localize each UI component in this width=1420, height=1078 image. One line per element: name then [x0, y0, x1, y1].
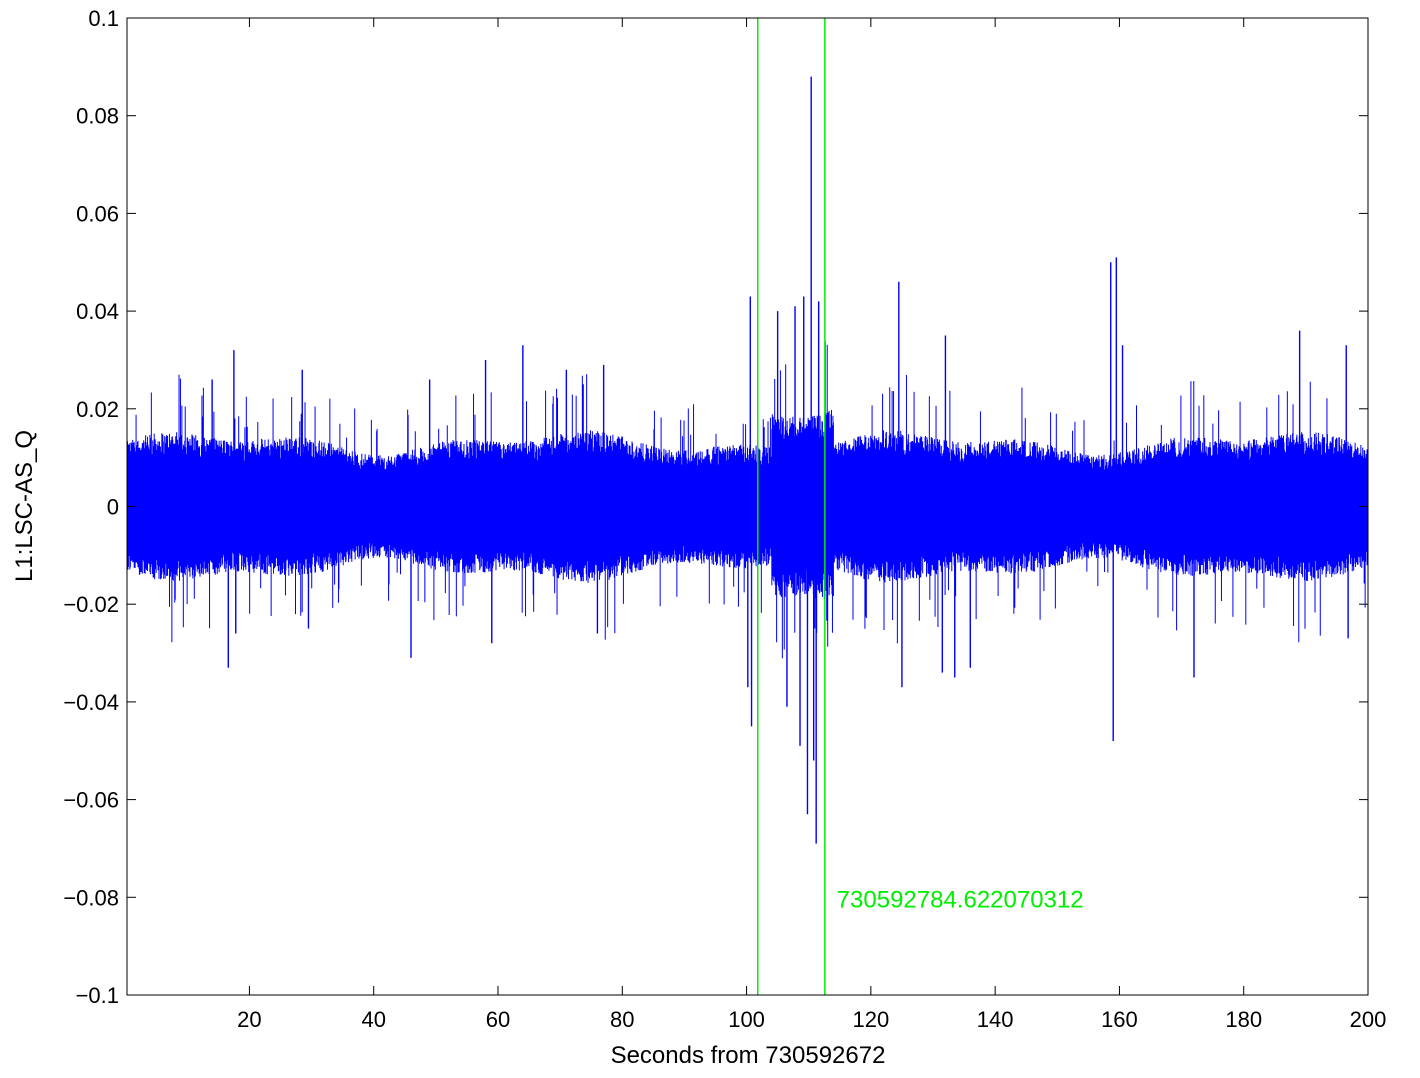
signal-series	[127, 76, 1368, 844]
y-axis-ticks: −0.1 −0.08 −0.06 −0.04 −0.02 0 0.02 0.04 0.06 0.0…	[63, 6, 1368, 1008]
x-tick-label: 180	[1225, 1007, 1262, 1032]
y-tick-label: −0.06	[63, 788, 119, 813]
marker-lines	[757, 18, 826, 995]
plot-area	[127, 18, 1368, 995]
y-axis-label: L1:LSC-AS_Q	[11, 430, 38, 582]
x-axis-label: Seconds from 730592672	[611, 1042, 886, 1069]
x-tick-label: 200	[1350, 1007, 1387, 1032]
x-tick-label: 20	[237, 1007, 261, 1032]
y-tick-label: −0.04	[63, 690, 119, 715]
x-axis-ticks: 20 40 60 80 100 120 140 160 180 200	[237, 18, 1386, 1032]
x-tick-label: 40	[361, 1007, 385, 1032]
x-tick-label: 60	[486, 1007, 510, 1032]
y-tick-label: 0.04	[76, 299, 119, 324]
y-tick-label: 0.06	[76, 201, 119, 226]
x-tick-label: 120	[852, 1007, 889, 1032]
x-tick-label: 160	[1101, 1007, 1138, 1032]
y-tick-label: 0.1	[88, 6, 119, 31]
x-tick-label: 80	[610, 1007, 634, 1032]
y-tick-label: 0.02	[76, 397, 119, 422]
y-tick-label: −0.1	[76, 983, 119, 1008]
x-tick-label: 140	[977, 1007, 1014, 1032]
y-tick-label: −0.08	[63, 885, 119, 910]
y-tick-label: 0.08	[76, 104, 119, 129]
annotation-gps-time: 730592784.622070312	[837, 886, 1084, 913]
x-tick-label: 100	[728, 1007, 765, 1032]
y-tick-label: 0	[107, 495, 119, 520]
y-tick-label: −0.02	[63, 592, 119, 617]
